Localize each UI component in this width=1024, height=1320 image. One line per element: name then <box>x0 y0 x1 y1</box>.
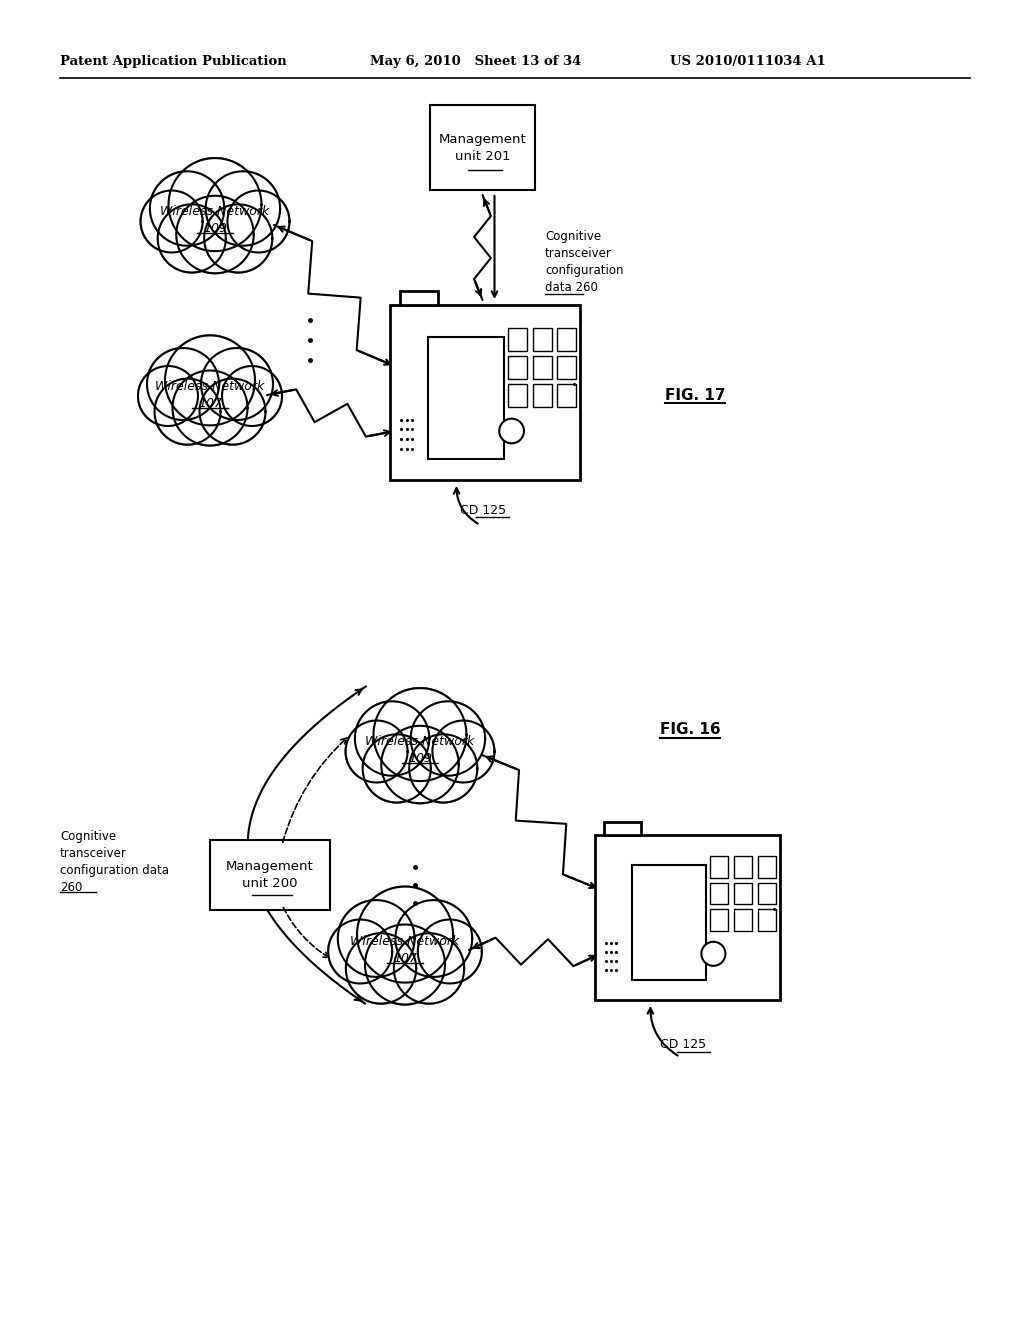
Polygon shape <box>147 348 219 420</box>
Polygon shape <box>395 900 472 977</box>
Bar <box>557 327 577 351</box>
Polygon shape <box>418 920 482 983</box>
Text: May 6, 2010   Sheet 13 of 34: May 6, 2010 Sheet 13 of 34 <box>370 55 582 69</box>
Polygon shape <box>411 701 485 776</box>
Polygon shape <box>346 933 416 1003</box>
Polygon shape <box>155 379 220 445</box>
Text: Management
unit 201: Management unit 201 <box>438 132 526 162</box>
Bar <box>758 909 776 931</box>
Polygon shape <box>138 366 198 426</box>
Polygon shape <box>355 701 429 776</box>
Text: FIG. 17: FIG. 17 <box>665 388 725 403</box>
Polygon shape <box>329 887 482 1005</box>
Bar <box>734 857 753 878</box>
Text: Cognitive
transceiver
configuration data
260: Cognitive transceiver configuration data… <box>60 830 169 894</box>
Text: Patent Application Publication: Patent Application Publication <box>60 55 287 69</box>
Bar <box>734 883 753 904</box>
Polygon shape <box>432 721 495 783</box>
Polygon shape <box>165 335 255 425</box>
Polygon shape <box>357 887 453 982</box>
Polygon shape <box>338 900 415 977</box>
Bar <box>710 883 728 904</box>
Bar <box>734 909 753 931</box>
Bar <box>532 384 552 407</box>
Polygon shape <box>140 158 290 273</box>
Bar <box>508 384 526 407</box>
Bar <box>632 865 706 981</box>
Polygon shape <box>374 688 467 781</box>
Bar <box>710 857 728 878</box>
Bar <box>210 840 330 909</box>
Bar <box>508 356 526 379</box>
Bar <box>428 337 504 459</box>
Text: Cognitive
transceiver
configuration
data 260: Cognitive transceiver configuration data… <box>545 230 624 294</box>
Polygon shape <box>150 172 224 246</box>
Polygon shape <box>176 195 254 273</box>
Bar <box>399 290 437 305</box>
Bar <box>532 327 552 351</box>
Polygon shape <box>410 734 477 803</box>
Bar <box>595 836 780 1001</box>
Polygon shape <box>206 172 281 246</box>
Text: Wireless Network
109: Wireless Network 109 <box>366 735 475 766</box>
Text: Wireless Network
107: Wireless Network 107 <box>350 935 460 965</box>
Text: Wireless Network
109: Wireless Network 109 <box>161 205 269 235</box>
Polygon shape <box>365 924 445 1005</box>
Bar <box>430 106 535 190</box>
Text: CD 125: CD 125 <box>660 1039 707 1052</box>
Text: FIG. 16: FIG. 16 <box>660 722 721 738</box>
Bar <box>758 857 776 878</box>
Bar <box>557 384 577 407</box>
Polygon shape <box>394 933 464 1003</box>
Text: CD 125: CD 125 <box>460 503 506 516</box>
Bar <box>758 883 776 904</box>
Polygon shape <box>222 366 282 426</box>
Polygon shape <box>346 688 495 804</box>
Polygon shape <box>227 190 290 252</box>
Circle shape <box>500 418 524 444</box>
Polygon shape <box>329 920 392 983</box>
Bar <box>710 909 728 931</box>
Bar <box>508 327 526 351</box>
Text: US 2010/0111034 A1: US 2010/0111034 A1 <box>670 55 825 69</box>
Polygon shape <box>204 205 272 272</box>
Polygon shape <box>172 371 248 445</box>
Polygon shape <box>381 726 459 804</box>
Bar <box>532 356 552 379</box>
Bar <box>604 822 641 836</box>
Polygon shape <box>138 335 282 445</box>
Circle shape <box>701 941 725 966</box>
Bar <box>390 305 580 480</box>
Polygon shape <box>201 348 273 420</box>
Polygon shape <box>169 158 261 251</box>
Text: Wireless Network
107: Wireless Network 107 <box>156 380 264 411</box>
Text: Management
unit 200: Management unit 200 <box>226 861 314 890</box>
Polygon shape <box>362 734 431 803</box>
Polygon shape <box>140 190 203 252</box>
Polygon shape <box>346 721 408 783</box>
Polygon shape <box>200 379 265 445</box>
Polygon shape <box>158 205 226 272</box>
Bar <box>557 356 577 379</box>
